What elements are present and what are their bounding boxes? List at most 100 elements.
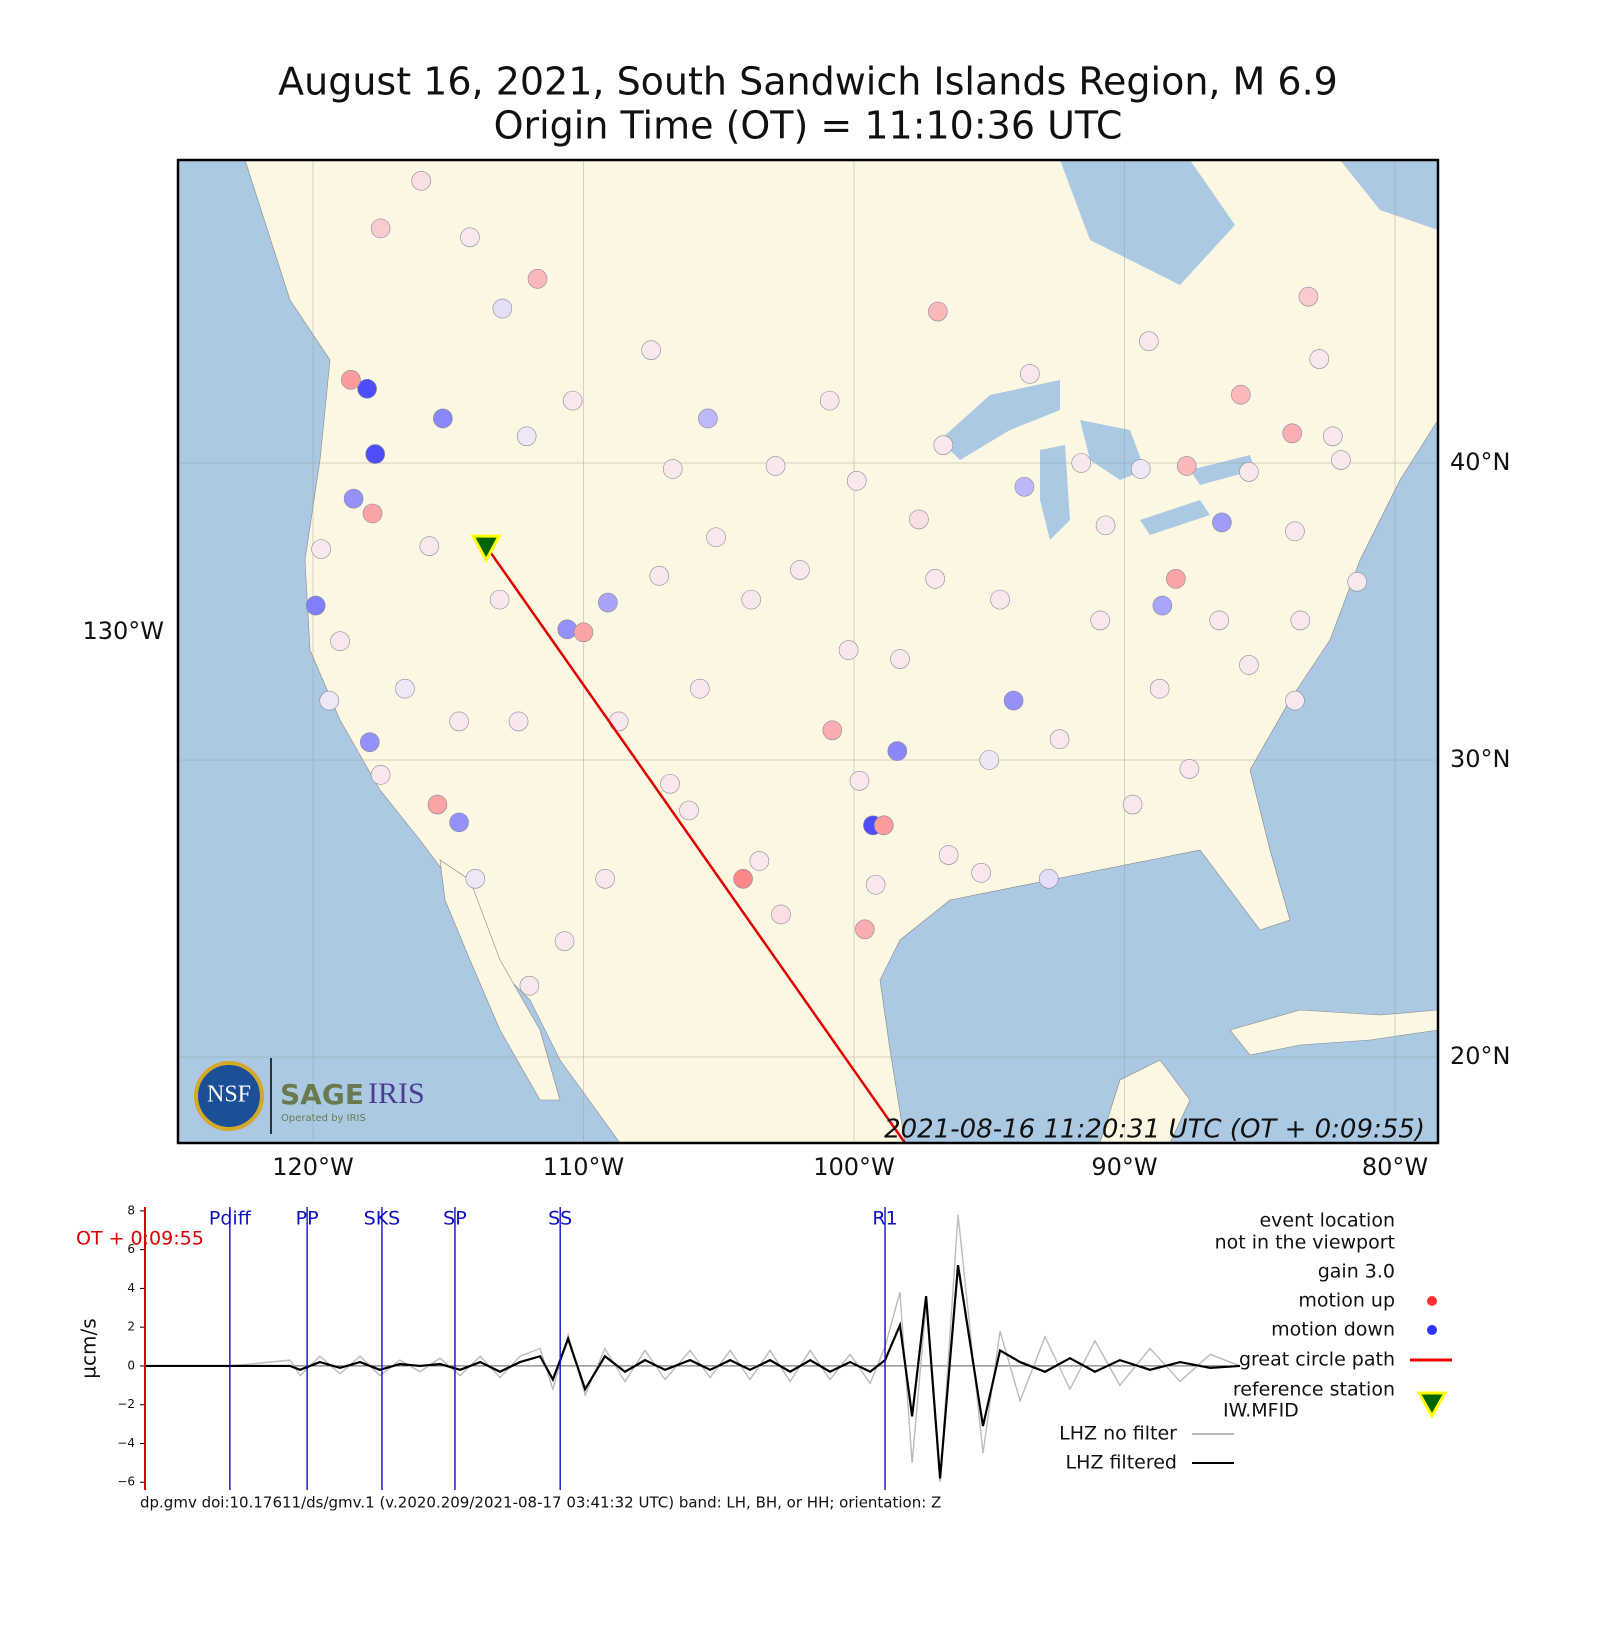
- yucatan: [1099, 1059, 1191, 1143]
- station: [741, 589, 762, 610]
- station: [1231, 384, 1251, 405]
- station: [1347, 571, 1367, 592]
- station: [925, 569, 945, 589]
- station: [1049, 729, 1070, 750]
- station: [370, 765, 391, 785]
- y-tick-label: 4: [127, 1281, 135, 1295]
- title-line: Origin Time (OT) = 11:10:36 UTC: [494, 104, 1123, 148]
- station: [341, 370, 361, 390]
- station: [1331, 450, 1351, 470]
- station: [360, 732, 380, 752]
- y-tick-label: −6: [117, 1475, 135, 1489]
- station: [1298, 286, 1319, 307]
- station: [598, 592, 618, 613]
- station: [1095, 515, 1116, 536]
- station: [465, 868, 486, 889]
- station: [765, 456, 786, 476]
- station: [1322, 426, 1343, 447]
- meridian-label: 130°W: [82, 617, 164, 645]
- timestamp: 2021-08-16 11:20:31 UTC (OT + 0:09:55): [884, 1115, 1425, 1145]
- legend-label: great circle path: [1239, 1349, 1395, 1371]
- y-tick-label: −4: [117, 1436, 135, 1450]
- station: [938, 845, 959, 865]
- legend-label: motion up: [1298, 1290, 1395, 1312]
- station: [1285, 690, 1305, 711]
- legend-note: gain 3.0: [1318, 1261, 1395, 1283]
- station: [660, 773, 680, 794]
- station: [865, 874, 886, 895]
- station: [460, 227, 480, 248]
- station: [1090, 610, 1110, 631]
- station: [928, 301, 948, 322]
- station: [771, 904, 791, 925]
- station: [822, 720, 843, 741]
- station: [1176, 456, 1197, 476]
- iris-text: IRIS: [368, 1077, 425, 1110]
- station: [749, 851, 770, 871]
- baja: [439, 859, 561, 1101]
- station: [1139, 331, 1159, 352]
- phase-label: PP: [296, 1208, 319, 1230]
- station: [641, 340, 661, 360]
- logo: NSF SAGE IRIS Operated by IRIS: [194, 1058, 425, 1134]
- station: [873, 815, 894, 836]
- station: [1282, 423, 1303, 444]
- y-tick-label: 6: [127, 1242, 135, 1256]
- phase-label: SP: [443, 1208, 467, 1230]
- legend-label: LHZ no filter: [1059, 1423, 1177, 1445]
- station: [1130, 459, 1151, 479]
- title-line: August 16, 2021, South Sandwich Islands …: [278, 60, 1338, 104]
- station: [362, 503, 383, 524]
- station: [890, 649, 910, 669]
- station: [330, 631, 350, 652]
- legend-note: not in the viewport: [1215, 1232, 1395, 1254]
- station: [1239, 462, 1259, 482]
- north-atlantic: [1340, 160, 1438, 230]
- legend-label: motion down: [1271, 1319, 1395, 1341]
- station: [449, 711, 469, 732]
- station: [370, 218, 391, 239]
- lat-label: 20°N: [1450, 1042, 1511, 1070]
- station: [698, 408, 718, 429]
- station: [846, 471, 867, 491]
- station: [1212, 512, 1232, 533]
- station: [395, 678, 415, 699]
- station: [1166, 569, 1186, 589]
- station: [971, 863, 991, 883]
- sage-text: SAGE: [280, 1078, 364, 1111]
- station: [1179, 759, 1200, 779]
- phase-label: SS: [548, 1208, 572, 1230]
- station: [449, 812, 469, 833]
- y-tick-label: 8: [127, 1203, 135, 1217]
- station: [733, 868, 753, 889]
- operated-text: Operated by IRIS: [281, 1113, 366, 1124]
- station: [855, 919, 875, 940]
- lat-label: 30°N: [1450, 745, 1511, 773]
- station: [979, 750, 1000, 770]
- station: [573, 622, 594, 643]
- station: [1239, 655, 1259, 675]
- station: [819, 390, 840, 411]
- station: [311, 539, 331, 559]
- station: [562, 390, 583, 411]
- station: [1285, 521, 1305, 542]
- station: [319, 690, 340, 711]
- station: [887, 741, 908, 761]
- station: [1309, 349, 1330, 369]
- station: [706, 527, 726, 548]
- station: [305, 595, 326, 616]
- station: [849, 770, 870, 791]
- legend-label: reference station: [1233, 1379, 1395, 1401]
- map: NSF SAGE IRIS Operated by IRIS 2021-08-1…: [178, 160, 1438, 1145]
- station: [343, 488, 364, 509]
- station: [433, 408, 453, 429]
- footer: dp.gmv doi:10.17611/ds/gmv.1 (v.2020.209…: [140, 1494, 941, 1512]
- nsf-logo: [194, 1061, 264, 1131]
- legend-label: LHZ filtered: [1066, 1452, 1177, 1474]
- station: [1003, 690, 1024, 711]
- seismogram: 8 6 4 2 0 −2 −4 −6 µcm/s Pdiff PP SKS SP SS R1 OT + 0:0…: [76, 1203, 1452, 1490]
- lon-label: 80°W: [1362, 1153, 1428, 1181]
- station: [411, 171, 432, 191]
- phase-label: SKS: [364, 1208, 401, 1230]
